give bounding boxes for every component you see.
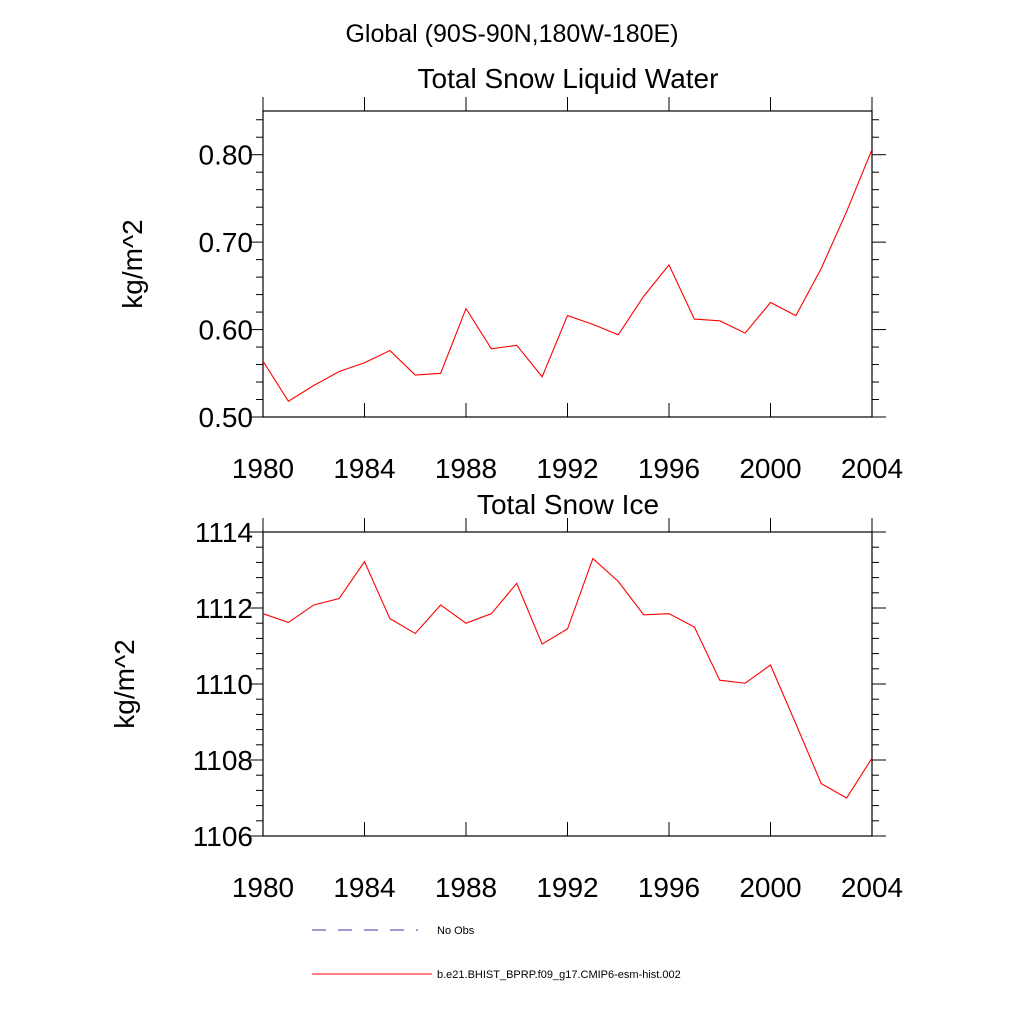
x-tick-label: 1980 [232, 872, 294, 903]
tick-labels: 1980 1984 1988 1992 1996 2000 2004 1106 1108 1110… [193, 517, 903, 903]
x-tick-label: 2000 [739, 872, 801, 903]
plot-frame [262, 110, 873, 418]
y-tick-label: 1108 [193, 745, 253, 776]
y-tick-label: 0.50 [199, 402, 254, 433]
x-tick-label: 1992 [536, 872, 598, 903]
axis-ticks [249, 518, 886, 837]
y-tick-label: 1110 [195, 669, 253, 700]
panel-total-snow-ice: Total Snow Ice kg/m^2 1980 1984 1988 1992 19… [109, 489, 903, 903]
x-tick-label: 1996 [638, 453, 700, 484]
y-axis-label: kg/m^2 [109, 639, 140, 728]
chart-title: Total Snow Ice [477, 489, 659, 520]
y-axis-label: kg/m^2 [117, 219, 148, 308]
y-tick-label: 1114 [195, 517, 253, 548]
panel-total-snow-liquid-water: Total Snow Liquid Water kg/m^2 1980 1984 1… [117, 63, 903, 484]
series-line-model [262, 149, 873, 403]
x-tick-label: 2000 [739, 453, 801, 484]
plot-frame [262, 531, 873, 837]
series-lines [262, 557, 873, 799]
legend: No Obs b.e21.BHIST_BPRP.f09_g17.CMIP6-es… [312, 925, 681, 981]
x-tick-label: 1984 [333, 872, 395, 903]
axis-ticks [249, 97, 886, 418]
y-tick-label: 0.80 [199, 140, 254, 171]
y-tick-label: 0.70 [199, 227, 254, 258]
tick-labels: 1980 1984 1988 1992 1996 2000 2004 0.50 0.60 0.70… [199, 140, 904, 484]
x-tick-label: 1988 [435, 453, 497, 484]
y-tick-label: 1106 [193, 821, 253, 852]
y-tick-label: 1112 [195, 593, 253, 624]
x-tick-label: 1988 [435, 872, 497, 903]
x-tick-label: 2004 [841, 872, 903, 903]
series-lines [262, 149, 873, 403]
legend-label-no-obs: No Obs [437, 925, 475, 937]
series-line-model [262, 557, 873, 799]
x-tick-label: 1980 [232, 453, 294, 484]
x-tick-label: 1984 [333, 453, 395, 484]
figure-title: Global (90S-90N,180W-180E) [345, 20, 678, 48]
y-tick-label: 0.60 [199, 315, 254, 346]
chart-title: Total Snow Liquid Water [418, 63, 719, 94]
x-tick-label: 2004 [841, 453, 903, 484]
x-tick-label: 1996 [638, 872, 700, 903]
x-tick-label: 1992 [536, 453, 598, 484]
legend-label-model: b.e21.BHIST_BPRP.f09_g17.CMIP6-esm-hist.… [437, 969, 681, 981]
